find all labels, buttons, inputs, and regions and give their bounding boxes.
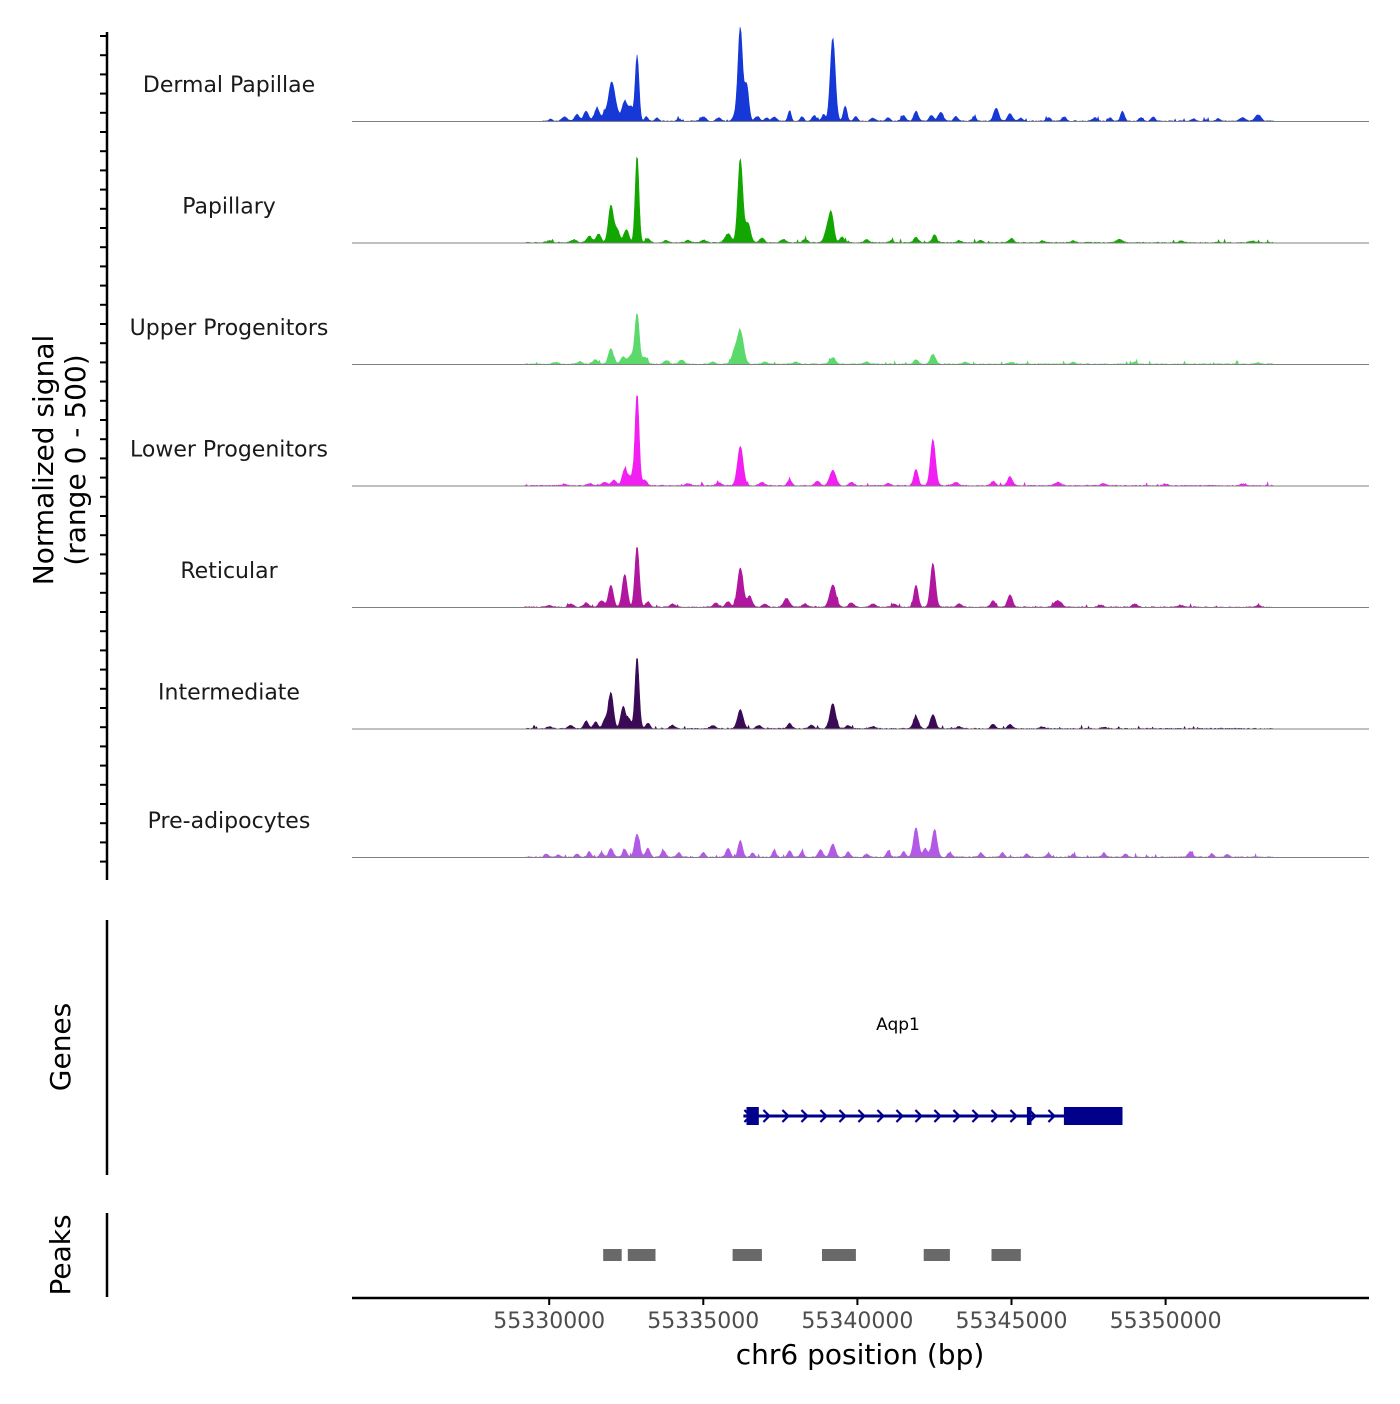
gene-exon (1063, 1107, 1123, 1125)
genes-panel-label: Genes (44, 1003, 77, 1091)
x-axis-label: chr6 position (bp) (736, 1338, 985, 1371)
x-tick-label: 55330000 (493, 1309, 605, 1334)
track-upper-progenitors: Upper Progenitors (130, 313, 1369, 365)
x-tick-label: 55345000 (956, 1309, 1068, 1334)
strand-arrow (933, 1109, 942, 1123)
peak-region (603, 1249, 622, 1261)
x-tick-label: 55340000 (801, 1309, 913, 1334)
x-tick-label: 55335000 (647, 1309, 759, 1334)
track-reticular: Reticular (180, 547, 1369, 608)
gene-models: Aqp1 (743, 1015, 1123, 1125)
peaks-panel-label: Peaks (44, 1214, 77, 1295)
peak-region (822, 1249, 856, 1261)
gene-aqp1: Aqp1 (743, 1015, 1123, 1125)
track-label: Dermal Papillae (143, 73, 315, 98)
gene-name-label: Aqp1 (876, 1015, 920, 1035)
strand-arrow (762, 1109, 771, 1123)
track-dermal-papillae: Dermal Papillae (143, 27, 1369, 122)
track-intermediate: Intermediate (158, 658, 1369, 730)
strand-arrow (781, 1109, 790, 1123)
signal-area (542, 27, 1274, 122)
strand-arrow (876, 1109, 885, 1123)
strand-arrow (819, 1109, 828, 1123)
track-label: Reticular (180, 559, 278, 584)
coverage-tracks: Dermal Papillae Papillary Upper Progenitor… (130, 27, 1369, 858)
signal-area (524, 827, 1275, 858)
track-label: Lower Progenitors (130, 438, 328, 463)
strand-arrow (971, 1109, 980, 1123)
track-pre-adipocytes: Pre-adipocytes (148, 809, 1369, 858)
strand-arrow (857, 1109, 866, 1123)
strand-arrow (895, 1109, 904, 1123)
strand-arrow (1047, 1109, 1056, 1123)
signal-area (524, 313, 1275, 365)
signal-area (524, 156, 1275, 244)
gene-exon (1026, 1107, 1032, 1125)
strand-arrow (914, 1109, 923, 1123)
track-papillary: Papillary (182, 156, 1369, 244)
strand-arrow (800, 1109, 809, 1123)
peak-region (732, 1249, 762, 1261)
track-lower-progenitors: Lower Progenitors (130, 395, 1369, 487)
strand-arrow (1009, 1109, 1018, 1123)
track-label: Intermediate (158, 681, 300, 706)
signal-area (524, 547, 1274, 608)
x-tick-label: 55350000 (1110, 1309, 1222, 1334)
coverage-y-axis-ticks (100, 35, 107, 863)
y-axis-sublabel: (range 0 - 500) (59, 354, 92, 565)
strand-arrow (838, 1109, 847, 1123)
strand-arrow (990, 1109, 999, 1123)
y-axis-label: Normalized signal (27, 335, 60, 586)
y-axis-title: Normalized signal (range 0 - 500) (27, 335, 92, 586)
peak-region (923, 1249, 950, 1261)
track-label: Papillary (182, 195, 276, 220)
track-label: Pre-adipocytes (148, 809, 311, 834)
signal-area (524, 395, 1275, 487)
x-axis-ticks: 55330000 55335000 55340000 55345000 55350000 (493, 1298, 1222, 1334)
track-label: Upper Progenitors (130, 316, 329, 341)
peak-region (991, 1249, 1021, 1261)
peak-region (627, 1249, 656, 1261)
gene-exon (746, 1107, 759, 1125)
strand-arrow (952, 1109, 961, 1123)
peak-regions (603, 1249, 1021, 1261)
signal-area (524, 658, 1274, 730)
